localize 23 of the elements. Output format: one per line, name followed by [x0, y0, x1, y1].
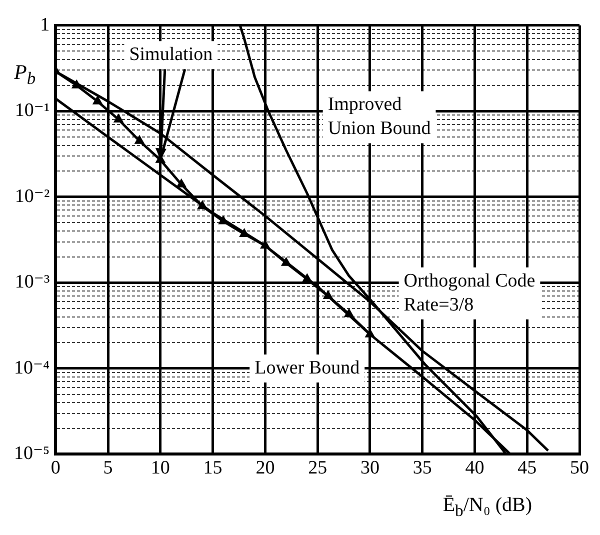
x-tick-label: 30 [360, 458, 380, 479]
y-tick-label: 10⁻¹ [14, 100, 50, 122]
x-tick-label: 20 [256, 458, 275, 479]
x-tick-label: 5 [103, 458, 113, 479]
y-tick-label: 10⁻³ [14, 272, 50, 293]
x-tick-label: 0 [50, 458, 60, 479]
y-tick-label: 10⁻⁴ [14, 357, 50, 378]
x-tick-label: 25 [308, 458, 328, 479]
x-tick-label: 40 [465, 458, 484, 479]
x-tick-label: 50 [570, 458, 589, 479]
series-label: Lower Bound [254, 357, 360, 378]
x-tick-label: 15 [203, 458, 222, 479]
text: Improved Union Bound [328, 94, 432, 140]
y-axis-title: P$_{b}$ [14, 60, 36, 90]
x-tick-label: 10 [150, 458, 170, 479]
x-tick-label: 45 [518, 458, 537, 479]
annotation: Orthogonal Code Rate=3/8 [404, 270, 536, 316]
y-tick-label: 10⁻² [14, 186, 50, 207]
y-tick-label: 10⁻⁵ [14, 443, 50, 464]
y-tick-label: 1 [40, 14, 50, 36]
x-axis-title: Ē$_{b}$/N₀ (dB) [442, 494, 532, 521]
x-tick-label: 35 [412, 458, 432, 479]
text: Simulation [129, 44, 214, 66]
